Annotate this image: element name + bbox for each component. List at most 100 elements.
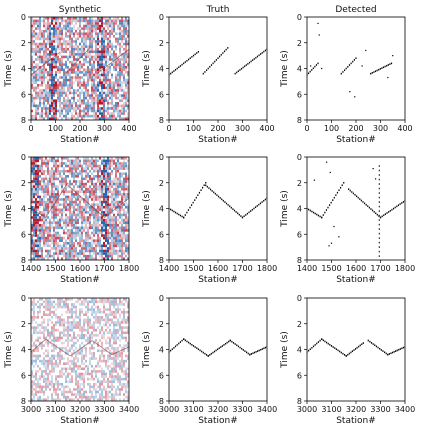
pick-point <box>352 60 354 63</box>
pick-point <box>186 211 188 214</box>
pick-point <box>401 202 403 204</box>
x-tick-label: 1400 <box>297 264 317 273</box>
pick-point <box>243 215 245 218</box>
pick-point <box>341 184 343 187</box>
pick-point <box>209 65 211 68</box>
y-tick-label: 8 <box>297 256 302 265</box>
outlier-pick <box>328 245 330 247</box>
x-tick-label: 100 <box>324 124 339 133</box>
pick-point <box>378 223 380 226</box>
pick-point <box>222 52 224 54</box>
pick-point <box>388 353 391 355</box>
pick-point <box>240 67 243 70</box>
pick-point <box>327 206 329 209</box>
x-tick-label: 200 <box>72 124 87 133</box>
pick-point <box>343 69 346 72</box>
y-tick-label: 4 <box>297 65 302 74</box>
pick-point <box>229 339 231 342</box>
event-arrival <box>31 338 46 353</box>
event-arrival <box>31 51 61 76</box>
pick-point <box>232 342 235 344</box>
event-arrival <box>31 208 46 218</box>
outlier-pick <box>361 65 363 67</box>
pick-point <box>263 50 265 53</box>
pick-point <box>250 353 253 355</box>
column-title-truth: Truth <box>206 5 230 15</box>
pick-point <box>312 67 314 70</box>
subplot-scatter-3-2: 3000 3100 3200 3300 3400 0 2 4 6 8 Station# Time (s… <box>142 294 277 423</box>
outlier-pick <box>318 34 320 36</box>
pick-point <box>367 205 369 207</box>
x-tick-label: 3300 <box>232 405 252 414</box>
pick-point <box>368 206 370 209</box>
pick-point <box>361 343 363 346</box>
pick-point <box>245 351 248 354</box>
pick-point <box>188 58 190 61</box>
pick-point <box>402 201 404 203</box>
pick-point <box>206 185 208 188</box>
pick-point <box>264 49 267 52</box>
event-arrival <box>67 184 105 218</box>
pick-point <box>336 191 339 194</box>
pick-point <box>378 210 380 212</box>
pick-point <box>367 339 369 342</box>
pick-point <box>342 71 344 73</box>
y-tick-label: 0 <box>159 153 164 162</box>
x-tick-label: 1600 <box>208 264 228 273</box>
pick-point <box>250 60 252 63</box>
x-tick-label: 3400 <box>119 405 139 414</box>
pick-point <box>207 355 209 357</box>
pick-point <box>227 47 229 49</box>
pick-point <box>221 198 223 201</box>
pick-point <box>192 201 194 204</box>
outlier-pick <box>354 96 356 98</box>
pick-point <box>378 165 380 167</box>
plot-area <box>169 181 267 219</box>
pick-point <box>399 203 401 205</box>
pick-point <box>253 207 255 210</box>
pick-point <box>348 352 350 355</box>
x-tick-label: 3200 <box>346 405 366 414</box>
pick-point <box>204 352 206 355</box>
pick-point <box>399 348 401 350</box>
pick-point <box>387 64 389 66</box>
pick-point <box>312 211 315 214</box>
pick-point <box>189 342 191 345</box>
pick-point <box>192 345 195 347</box>
pick-point <box>353 59 355 61</box>
pick-point <box>191 56 193 58</box>
pick-point <box>261 201 263 203</box>
y-tick-label: 6 <box>21 371 26 380</box>
x-tick-label: 0 <box>166 124 171 133</box>
y-tick-label: 4 <box>21 346 26 355</box>
pick-point <box>261 348 263 350</box>
pick-series <box>307 161 405 257</box>
pick-point <box>319 215 321 218</box>
x-axis-label: Station# <box>198 135 238 145</box>
pick-point <box>213 350 216 353</box>
subplot-scatter-1-2: 0 100 200 300 400 0 2 4 6 8 Station# Time (s) <box>142 13 275 145</box>
pick-point <box>355 57 357 59</box>
pick-point <box>351 350 354 353</box>
pick-point <box>362 201 364 203</box>
heatmap-noise <box>31 298 129 401</box>
x-tick-label: 200 <box>210 124 225 133</box>
y-tick-label: 8 <box>297 397 302 406</box>
pick-point <box>375 345 378 348</box>
pick-point <box>236 344 238 347</box>
x-tick-label: 1400 <box>159 264 179 273</box>
x-tick-label: 1400 <box>21 264 41 273</box>
pick-point <box>178 213 180 216</box>
plot-area <box>31 17 129 120</box>
outlier-pick <box>330 242 333 244</box>
y-tick-label: 0 <box>297 13 302 22</box>
pick-point <box>170 72 172 75</box>
pick-point <box>176 212 178 215</box>
pick-point <box>228 340 230 343</box>
pick-point <box>397 204 400 207</box>
y-tick-label: 6 <box>159 371 164 380</box>
pick-point <box>314 65 316 68</box>
pick-point <box>184 61 186 63</box>
pick-point <box>374 70 377 73</box>
pick-point <box>360 199 362 202</box>
